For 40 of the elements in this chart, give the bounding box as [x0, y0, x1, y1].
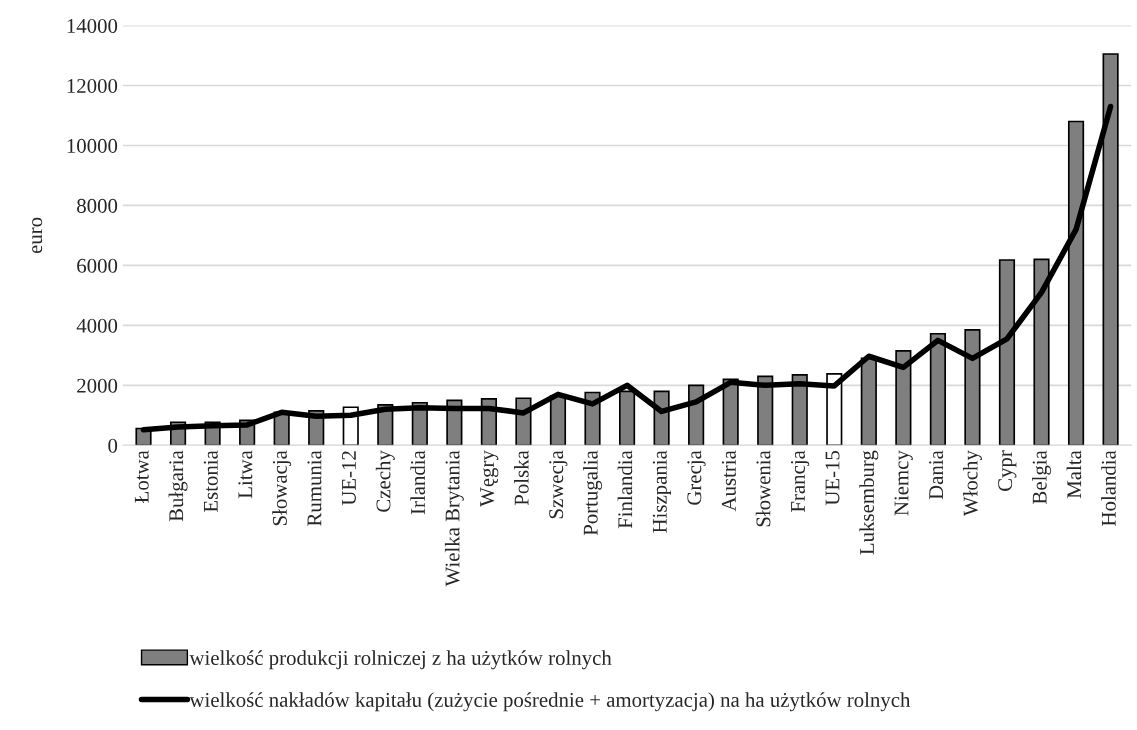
x-tick-label: Rumunia [307, 450, 322, 526]
y-tick-label: 12000 [67, 78, 118, 93]
x-tick-label: Włochy [962, 450, 982, 517]
y-tick-label: 14000 [67, 18, 118, 33]
x-tick-label: UE-12 [341, 451, 356, 506]
x-tick-label: Luksemburg [859, 450, 879, 555]
y-tick-label: 0 [108, 438, 118, 453]
x-tick-label: Czechy [375, 450, 395, 512]
x-tick-label: Łotwa [134, 450, 149, 503]
x-tick-label: Wielka Brytania [444, 450, 464, 587]
y-tick-label: 10000 [67, 138, 118, 153]
x-tick-label: Hiszpania [652, 450, 672, 533]
x-tick-label: Bułgaria [168, 450, 188, 522]
y-tick-label: 6000 [77, 258, 118, 273]
x-tick-label: Węgry [480, 450, 499, 507]
x-tick-label: Dania [929, 450, 944, 500]
x-tick-label: Portugalia [583, 450, 602, 536]
x-tick-label: Francja [790, 450, 810, 513]
x-tick-label: Estonia [203, 450, 218, 513]
x-tick-label: Malta [1066, 450, 1082, 499]
x-tick-label: Słowenia [755, 450, 771, 527]
y-tick-label: 2000 [77, 378, 118, 393]
x-tick-label: Słowacja [272, 450, 292, 526]
legend-label: wielkość produkcji rolniczej z ha użytków rolnych [189, 650, 612, 670]
x-tick-label: Polska [513, 450, 529, 506]
x-tick-label: Holandia [1101, 450, 1116, 526]
x-tick-label: Cypr [998, 450, 1017, 491]
x-tick-label: Irlandia [410, 450, 426, 515]
y-tick-label: 8000 [77, 198, 118, 213]
x-tick-label: Finlandia [617, 450, 633, 529]
y-tick-label: 4000 [76, 318, 118, 333]
y-axis-title: euro [32, 217, 43, 254]
x-tick-label: Litwa [238, 450, 253, 499]
x-tick-label: Austria [721, 450, 736, 512]
x-tick-label: UE-15 [825, 450, 840, 506]
x-tick-label: Szwecja [549, 450, 568, 519]
legend-label: wielkość nakładów kapitału (zużycie pośrednie + amortyzacja) na ha użytków rolnych [189, 692, 911, 712]
x-tick-label: Grecja [687, 450, 706, 505]
x-tick-label: Niemcy [894, 450, 913, 516]
x-tick-label: Belgia [1032, 450, 1051, 504]
